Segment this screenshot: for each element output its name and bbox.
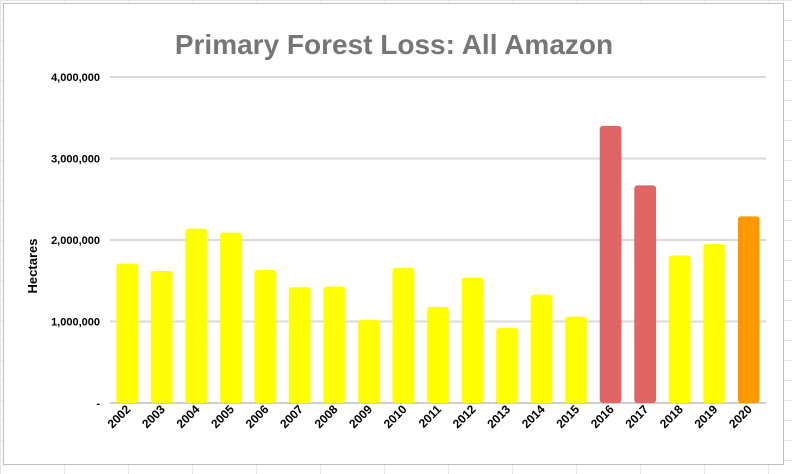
chart-title: Primary Forest Loss: All Amazon <box>175 29 613 60</box>
x-tick-label: 2002 <box>105 402 134 431</box>
x-tick-label: 2010 <box>381 402 410 431</box>
bar <box>185 228 208 403</box>
x-tick-label: 2013 <box>484 402 513 431</box>
y-axis-label: Hectares <box>25 239 40 294</box>
x-tick-label: 2012 <box>450 402 479 431</box>
x-tick-label: 2011 <box>416 402 445 431</box>
x-tick-label: 2014 <box>519 402 548 431</box>
x-tick-label: 2020 <box>726 402 755 431</box>
bar <box>599 125 622 404</box>
x-tick-label: 2007 <box>277 402 306 431</box>
chart-container[interactable]: Primary Forest Loss: All Amazon Hectares… <box>3 3 784 465</box>
bar <box>634 185 657 403</box>
bar <box>737 216 760 403</box>
y-tick-label: 3,000,000 <box>51 154 100 166</box>
y-axis-ticks: - 1,000,000 2,000,000 3,000,000 4,000,000 <box>51 72 100 410</box>
bar <box>461 277 484 403</box>
x-tick-label: 2009 <box>346 402 375 431</box>
x-tick-label: 2017 <box>622 402 651 431</box>
x-tick-label: 2016 <box>588 402 617 431</box>
bar <box>219 232 242 403</box>
y-tick-label: 4,000,000 <box>51 72 100 84</box>
x-tick-label: 2015 <box>553 402 582 431</box>
bar <box>150 270 173 403</box>
y-tick-label: 2,000,000 <box>51 235 100 247</box>
y-tick-label: - <box>96 398 100 410</box>
x-tick-label: 2008 <box>312 402 341 431</box>
x-tick-label: 2018 <box>657 402 686 431</box>
bar <box>289 287 311 403</box>
bar <box>668 255 691 403</box>
y-tick-label: 1,000,000 <box>51 317 100 329</box>
bar <box>496 328 518 403</box>
x-tick-label: 2005 <box>208 402 237 431</box>
bar <box>116 263 139 403</box>
bar <box>392 267 415 403</box>
bar <box>323 286 346 403</box>
bar <box>358 319 380 403</box>
bar <box>530 294 553 403</box>
bar <box>427 306 449 403</box>
x-tick-label: 2006 <box>243 402 272 431</box>
bar <box>254 270 277 403</box>
bars <box>116 125 760 404</box>
x-tick-label: 2004 <box>174 402 203 431</box>
x-axis-ticks: 2002 2003 2004 2005 2006 2007 2008 2009 2010 2011… <box>105 402 755 431</box>
bar-chart: Primary Forest Loss: All Amazon Hectares… <box>25 29 766 431</box>
x-tick-label: 2019 <box>692 402 721 431</box>
bar <box>703 244 726 403</box>
x-tick-label: 2003 <box>139 402 168 431</box>
bar <box>565 316 587 403</box>
